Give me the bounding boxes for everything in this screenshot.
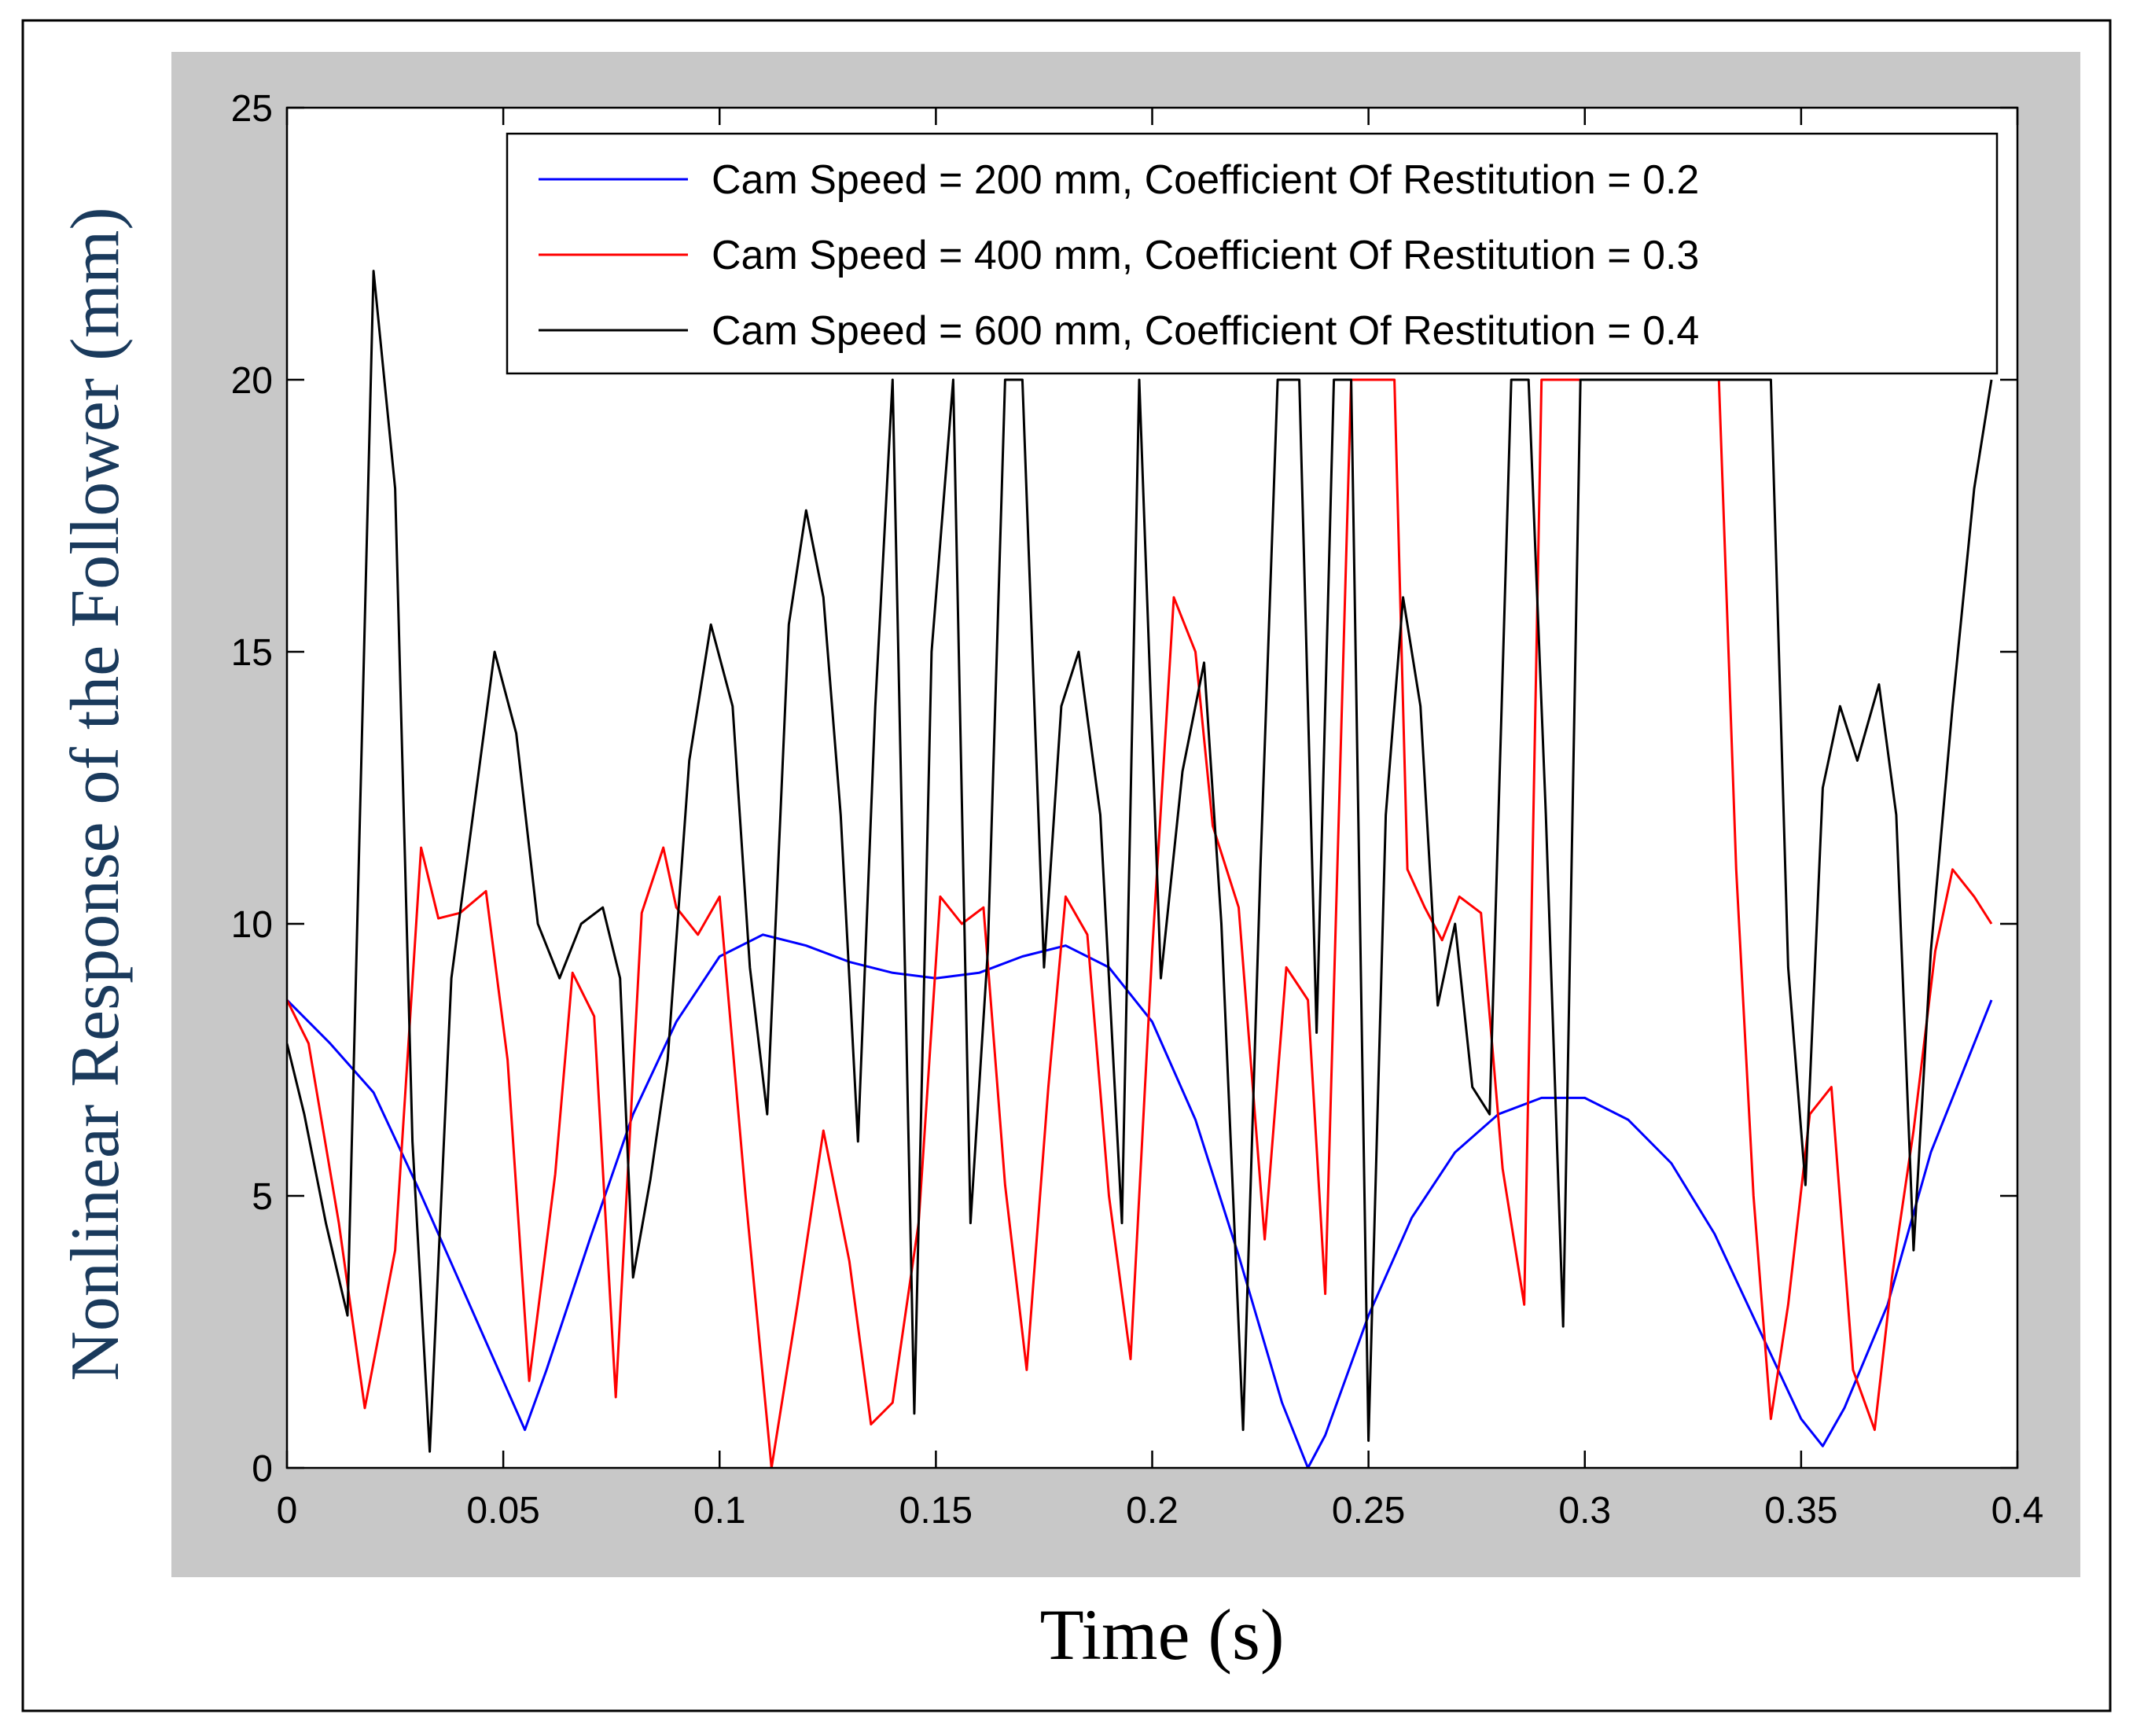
x-tick-label: 0.35 — [1764, 1490, 1837, 1532]
series-line-1 — [287, 933, 1993, 1468]
y-tick-label: 15 — [231, 632, 273, 674]
y-tick-label: 5 — [252, 1176, 273, 1218]
x-tick-label: 0 — [277, 1490, 298, 1532]
series-line-3 — [287, 270, 1993, 1453]
x-tick-label: 0.3 — [1558, 1490, 1611, 1532]
legend: Cam Speed = 200 mm, Coefficient Of Resti… — [506, 132, 1999, 375]
y-tick-label: 20 — [231, 360, 273, 402]
y-tick-label: 10 — [231, 904, 273, 946]
series-layer — [287, 270, 1993, 1468]
x-tick-label: 0.05 — [466, 1490, 539, 1532]
x-tick-label: 0.1 — [693, 1490, 746, 1532]
y-tick-label: 0 — [252, 1448, 273, 1490]
x-tick-label: 0.4 — [1991, 1490, 2044, 1532]
x-axis-label: Time (s) — [1040, 1594, 1285, 1675]
legend-box — [506, 132, 1999, 375]
x-tick-label: 0.25 — [1332, 1490, 1405, 1532]
legend-entry-1: Cam Speed = 200 mm, Coefficient Of Resti… — [712, 157, 1699, 203]
x-tick-label: 0.2 — [1126, 1490, 1179, 1532]
ticks-layer: 0 0.05 0.1 0.15 0.2 0.25 0.3 0.35 0.4 0 5 10 15 20 25 — [231, 88, 2044, 1532]
series-line-2 — [287, 378, 1993, 1468]
x-tick-label: 0.15 — [899, 1490, 973, 1532]
plot-frame — [285, 106, 2019, 1469]
y-axis-label: Nonlinear Response of the Follower (mm) — [57, 207, 134, 1381]
legend-entry-3: Cam Speed = 600 mm, Coefficient Of Resti… — [712, 308, 1699, 354]
y-tick-label: 25 — [231, 88, 273, 130]
legend-entry-2: Cam Speed = 400 mm, Coefficient Of Resti… — [712, 233, 1699, 278]
